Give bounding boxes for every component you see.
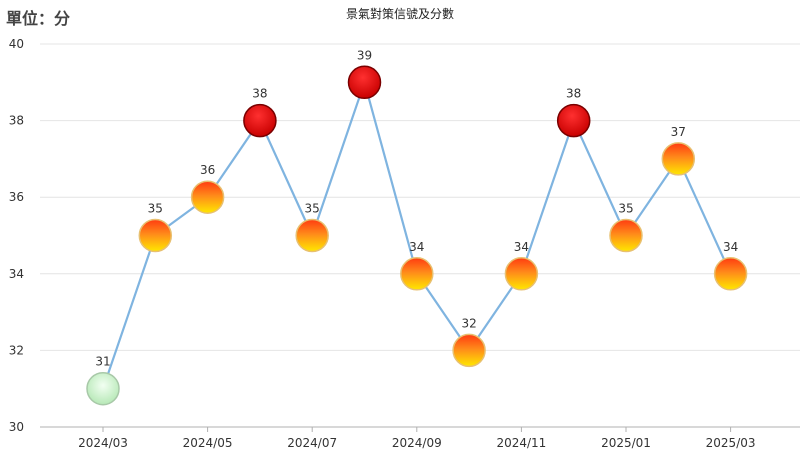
data-point-red bbox=[556, 103, 591, 138]
y-tick-label: 32 bbox=[9, 343, 24, 357]
data-label: 37 bbox=[671, 125, 686, 139]
data-point-yellow-red bbox=[504, 257, 539, 291]
x-tick-label: 2025/03 bbox=[706, 436, 756, 450]
unit-label: 單位：分 bbox=[6, 9, 71, 28]
data-label: 34 bbox=[514, 240, 529, 254]
data-label: 35 bbox=[148, 202, 163, 216]
x-tick-label: 2024/11 bbox=[496, 436, 546, 450]
data-label: 35 bbox=[305, 202, 320, 216]
axis-layer: 30 32 34 36 38 40 2024/03 2024/05 2024/07 2024/09… bbox=[9, 37, 756, 450]
data-point-red bbox=[243, 103, 277, 138]
data-point-yellow-red bbox=[190, 180, 225, 214]
data-point-yellow-red bbox=[609, 218, 643, 253]
y-tick-label: 38 bbox=[9, 114, 24, 128]
x-tick-label: 2024/07 bbox=[287, 436, 337, 450]
data-point-yellow-red bbox=[452, 333, 486, 368]
data-label: 32 bbox=[461, 316, 476, 330]
x-tick-label: 2024/09 bbox=[392, 436, 442, 450]
data-label: 34 bbox=[723, 240, 738, 254]
x-tick-label: 2025/01 bbox=[601, 436, 651, 450]
grid-layer bbox=[40, 43, 800, 428]
data-point-red bbox=[347, 65, 382, 100]
data-label: 34 bbox=[409, 240, 424, 254]
data-point-yellow-red bbox=[295, 218, 329, 253]
y-tick-label: 34 bbox=[9, 267, 24, 281]
y-tick-label: 40 bbox=[9, 37, 24, 51]
chart-title: 景氣對策信號及分數 bbox=[345, 7, 454, 21]
data-label: 35 bbox=[618, 202, 633, 216]
x-tick-label: 2024/05 bbox=[183, 436, 233, 450]
y-tick-label: 30 bbox=[9, 420, 24, 434]
data-label: 31 bbox=[95, 355, 110, 369]
data-label: 36 bbox=[200, 163, 215, 177]
data-label: 39 bbox=[357, 48, 372, 62]
data-point-yellow-red bbox=[713, 257, 748, 291]
x-tick-label: 2024/03 bbox=[78, 436, 128, 450]
data-label: 38 bbox=[252, 87, 267, 101]
data-point-yellow-red bbox=[138, 218, 173, 253]
data-point-yellow-red bbox=[400, 257, 434, 291]
data-point-green bbox=[86, 371, 120, 406]
data-point-yellow-red bbox=[661, 142, 696, 176]
label-layer: 31 35 36 38 35 39 34 32 34 38 35 37 34 bbox=[95, 48, 738, 368]
data-label: 38 bbox=[566, 87, 581, 101]
series-layer bbox=[86, 65, 748, 406]
y-tick-label: 36 bbox=[9, 190, 24, 204]
